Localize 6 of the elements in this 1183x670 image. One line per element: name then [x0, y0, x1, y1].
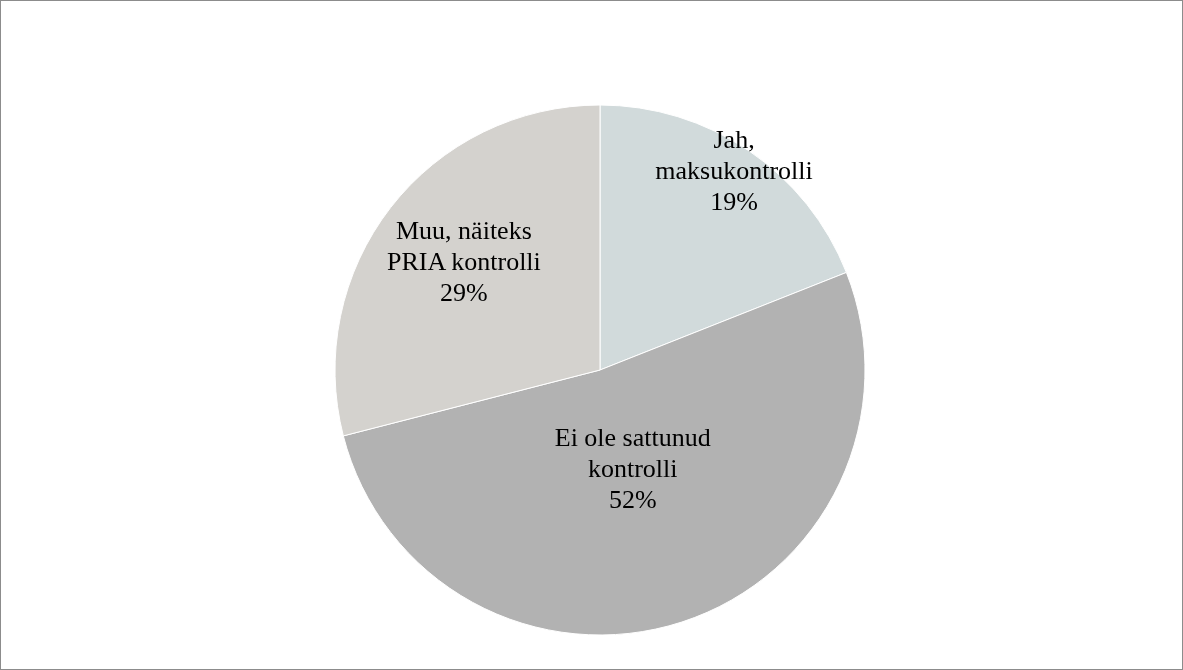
- slice-label: Muu, näiteks PRIA kontrolli: [386, 216, 541, 277]
- slice-label: Jah, maksukontrolli: [655, 124, 813, 185]
- slice-label: Ei ole sattunud kontrolli: [554, 422, 711, 483]
- data-label: 29%: [440, 278, 488, 308]
- data-label: 19%: [710, 186, 758, 216]
- data-label: 52%: [608, 484, 657, 514]
